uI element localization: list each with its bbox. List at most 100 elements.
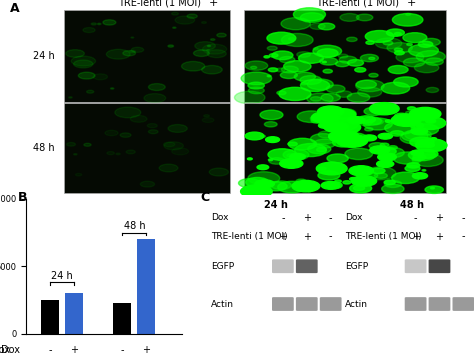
Circle shape — [193, 50, 210, 56]
Circle shape — [415, 117, 446, 130]
Circle shape — [300, 76, 321, 84]
Text: -: - — [414, 213, 417, 223]
Circle shape — [403, 33, 427, 43]
Circle shape — [241, 72, 272, 84]
Circle shape — [182, 61, 205, 71]
Circle shape — [264, 122, 277, 127]
Circle shape — [148, 130, 158, 134]
Circle shape — [318, 114, 338, 122]
Circle shape — [301, 13, 324, 22]
Text: Dox: Dox — [0, 345, 10, 355]
Circle shape — [308, 144, 331, 154]
Circle shape — [355, 67, 366, 72]
Circle shape — [187, 14, 197, 18]
Bar — [244, 10, 446, 102]
Circle shape — [405, 165, 420, 171]
Circle shape — [381, 82, 410, 94]
Text: Dox: Dox — [211, 213, 229, 222]
Circle shape — [172, 12, 179, 15]
Circle shape — [126, 150, 135, 154]
Circle shape — [370, 146, 390, 154]
Circle shape — [333, 138, 354, 147]
Circle shape — [376, 147, 396, 155]
Circle shape — [253, 183, 267, 189]
Circle shape — [285, 161, 295, 166]
Circle shape — [297, 182, 309, 187]
Circle shape — [406, 13, 410, 15]
Circle shape — [407, 163, 420, 168]
Text: 48 h: 48 h — [400, 200, 424, 210]
Bar — [65, 293, 83, 334]
Circle shape — [410, 122, 424, 128]
Bar — [137, 239, 155, 334]
Circle shape — [290, 158, 295, 160]
Circle shape — [394, 113, 409, 119]
Circle shape — [380, 147, 384, 149]
Circle shape — [201, 22, 206, 23]
Circle shape — [393, 152, 423, 164]
Circle shape — [326, 109, 356, 121]
Circle shape — [321, 181, 340, 189]
Circle shape — [159, 164, 178, 172]
Circle shape — [247, 158, 252, 160]
FancyBboxPatch shape — [296, 260, 318, 273]
Circle shape — [338, 133, 368, 145]
Circle shape — [83, 28, 95, 33]
Circle shape — [110, 88, 114, 89]
Circle shape — [269, 54, 278, 57]
Text: -: - — [281, 213, 284, 223]
Circle shape — [107, 152, 115, 155]
Circle shape — [422, 38, 440, 46]
Circle shape — [248, 172, 280, 185]
Circle shape — [319, 167, 326, 170]
Circle shape — [394, 48, 402, 51]
Circle shape — [293, 8, 326, 21]
Circle shape — [131, 37, 134, 38]
Text: +: + — [407, 0, 416, 8]
Circle shape — [292, 180, 320, 192]
Circle shape — [245, 132, 264, 140]
Circle shape — [278, 181, 306, 193]
Circle shape — [369, 143, 385, 149]
FancyBboxPatch shape — [405, 297, 427, 311]
Circle shape — [195, 42, 215, 50]
Circle shape — [414, 62, 439, 73]
Circle shape — [388, 146, 397, 149]
Circle shape — [307, 189, 312, 192]
Circle shape — [394, 77, 418, 87]
Circle shape — [387, 43, 412, 53]
Circle shape — [409, 44, 438, 57]
Text: Dox: Dox — [118, 0, 137, 1]
Circle shape — [78, 72, 95, 79]
Circle shape — [123, 50, 136, 56]
FancyBboxPatch shape — [428, 260, 450, 273]
Bar — [64, 104, 230, 193]
Circle shape — [390, 107, 395, 109]
Circle shape — [392, 172, 419, 184]
Circle shape — [98, 23, 101, 24]
Text: EGFP: EGFP — [211, 262, 234, 271]
Text: 24 h: 24 h — [264, 200, 288, 210]
Circle shape — [276, 68, 285, 72]
Text: +: + — [303, 213, 311, 223]
Circle shape — [202, 44, 227, 54]
Text: B: B — [18, 191, 28, 204]
Circle shape — [343, 181, 351, 184]
Circle shape — [267, 32, 296, 44]
Circle shape — [370, 119, 383, 125]
Text: +: + — [369, 0, 378, 1]
Circle shape — [425, 186, 443, 193]
Circle shape — [329, 134, 334, 136]
Text: +: + — [209, 0, 218, 8]
Circle shape — [280, 159, 303, 168]
Circle shape — [339, 56, 356, 63]
Circle shape — [268, 159, 273, 161]
Circle shape — [301, 82, 307, 85]
Circle shape — [131, 47, 144, 53]
Circle shape — [366, 41, 374, 44]
Circle shape — [412, 157, 420, 161]
Circle shape — [248, 87, 264, 94]
Circle shape — [287, 154, 296, 157]
Circle shape — [377, 160, 394, 168]
Text: Dox: Dox — [316, 0, 336, 1]
